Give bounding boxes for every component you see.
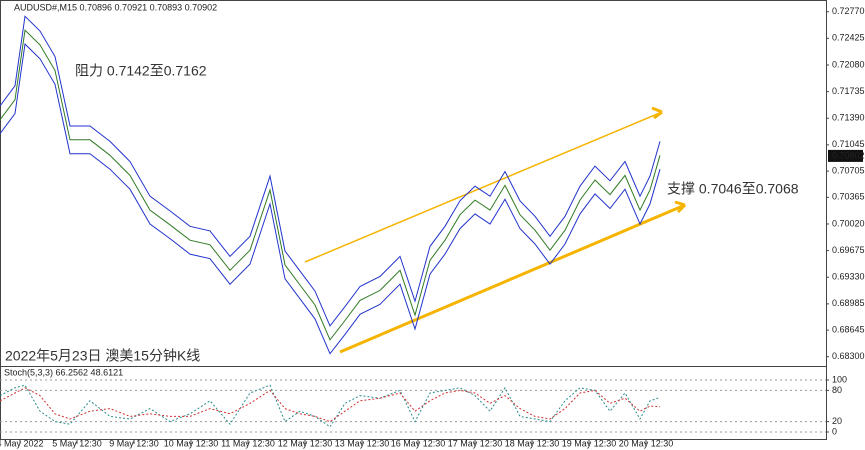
x-tick-label: 17 May 12:30 — [448, 438, 503, 448]
annotation: 2022年5月23日 澳美15分钟K线 — [5, 348, 200, 364]
x-tick-label: 20 May 12:30 — [619, 438, 674, 448]
arrow-head — [651, 106, 663, 114]
price-box — [828, 149, 863, 162]
y-tick-label: 0.70705 — [832, 165, 865, 175]
y-tick-label: 0.71735 — [832, 86, 865, 96]
y-tick-label: 0.69330 — [832, 272, 865, 282]
frame — [0, 0, 827, 440]
arrow-head — [653, 110, 663, 120]
x-tick-label: 13 May 12:30 — [335, 438, 390, 448]
x-tick-label: 9 May 12:30 — [109, 438, 159, 448]
y-tick-label: 0.70365 — [832, 192, 865, 202]
x-tick-label: 16 May 12:30 — [391, 438, 446, 448]
y-tick-label: 0 — [832, 426, 837, 436]
y-tick-label: 20 — [832, 416, 842, 426]
y-tick-label: 0.68985 — [832, 298, 865, 308]
y-tick-label: 100 — [832, 374, 847, 384]
arrow-head — [674, 200, 686, 207]
stoch-title: Stoch(5,3,3) 66.2562 48.6121 — [4, 367, 123, 377]
x-tick-label: 5 May 12:30 — [52, 438, 102, 448]
y-tick-label: 0.68300 — [832, 351, 865, 361]
series-line — [0, 15, 661, 327]
annotation: 阻力 0.7142至0.7162 — [75, 63, 207, 79]
y-tick-label: 0.71045 — [832, 139, 865, 149]
y-tick-label: 0.68645 — [832, 324, 865, 334]
y-tick-label: 0.71390 — [832, 113, 865, 123]
x-tick-label: 12 May 12:30 — [278, 438, 333, 448]
y-tick-label: 80 — [832, 385, 842, 395]
channel-lower — [339, 203, 686, 354]
series-line — [0, 384, 661, 428]
y-tick-label: 0.72425 — [832, 33, 865, 43]
series-line — [0, 43, 661, 355]
y-tick-label: 0.69675 — [832, 245, 865, 255]
x-tick-label: 10 May 12:30 — [164, 438, 219, 448]
y-tick-label: 0.70020 — [832, 218, 865, 228]
chart-title: AUDUSD#,M15 0.70896 0.70921 0.70893 0.70… — [14, 2, 217, 12]
arrow-head — [676, 203, 687, 214]
x-tick-label: 11 May 12:30 — [221, 438, 275, 448]
y-tick-label: 0.72080 — [832, 59, 865, 69]
x-tick-label: 4 May 2022 — [0, 438, 44, 448]
y-tick-label: 0.72770 — [832, 6, 865, 16]
series-line — [0, 29, 661, 341]
annotation: 支撑 0.7046至0.7068 — [667, 181, 799, 197]
x-tick-label: 19 May 12:30 — [562, 438, 617, 448]
channel-upper — [304, 111, 663, 263]
x-tick-label: 18 May 12:30 — [505, 438, 560, 448]
price-label: 0.70902 — [832, 150, 865, 160]
